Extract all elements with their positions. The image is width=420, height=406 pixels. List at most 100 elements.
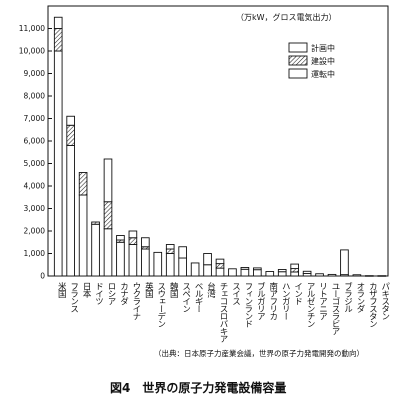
bar-segment-operating: [352, 274, 362, 277]
bar-segment-operating: [178, 257, 187, 277]
bar-segment-construction: [128, 237, 138, 245]
bar-segment-operating: [290, 271, 299, 277]
bar-segment-operating: [190, 262, 200, 277]
bar-segment-planned: [215, 258, 225, 265]
y-tick-label: 2,000: [24, 227, 46, 236]
x-category-label: ブラジル: [342, 281, 352, 313]
y-tick-label: 6,000: [24, 137, 46, 146]
y-tick-label: 7,000: [24, 114, 46, 123]
bar-segment-operating: [365, 275, 374, 277]
x-category-label: フランス: [69, 282, 79, 313]
bar-segment-planned: [178, 246, 187, 259]
bar-segment-construction: [165, 248, 175, 254]
bar-segment-operating: [315, 273, 324, 277]
bar-segment-operating: [377, 275, 387, 277]
x-category-label: 英国: [143, 281, 153, 299]
bar-segment-operating: [327, 273, 337, 277]
bar-segment-planned: [66, 115, 75, 126]
x-category-label: スペイン: [181, 282, 191, 313]
bar-segment-operating: [91, 223, 100, 277]
source-note: （出典：日本原子力産業会議，世界の原子力発電開発の動向）: [154, 348, 364, 358]
bar-segment-planned: [240, 267, 250, 270]
y-tick-label: 10,000: [19, 47, 45, 56]
bar-segment-planned: [128, 230, 138, 239]
figure-title: 図4 世界の原子力発電設備容量: [110, 380, 286, 395]
x-category-label: 南アフリカ: [268, 281, 278, 320]
legend-swatch: [288, 42, 308, 53]
y-tick-label: 8,000: [24, 92, 46, 101]
bar-segment-operating: [228, 268, 237, 277]
y-axis: 0 1,000 2,000 3,000 4,000 5,000 6,000 7,000 8,00…: [19, 24, 52, 281]
x-category-label: ベルギー: [193, 282, 203, 312]
x-category-label: 韓国: [168, 281, 178, 299]
x-category-label: 米国: [56, 281, 66, 299]
y-tick-label: 4,000: [24, 182, 46, 191]
legend-label: 計画中: [311, 43, 335, 53]
bar-segment-operating: [141, 248, 150, 277]
y-tick-label: 3,000: [24, 204, 46, 213]
bar-segment-operating: [153, 251, 163, 277]
y-tick-label: 1,000: [24, 249, 46, 258]
bar-segment-operating: [103, 228, 113, 277]
bar-segment-operating: [215, 267, 225, 277]
bar-segment-operating: [253, 269, 262, 277]
bar-segment-construction: [215, 263, 225, 269]
y-tick-label: 11,000: [19, 24, 45, 33]
x-category-label: ウクライナ: [131, 282, 141, 320]
bar-segment-operating: [116, 241, 125, 277]
bar-segment-operating: [265, 271, 275, 277]
x-category-label: ドイツ: [94, 282, 104, 305]
y-tick-label: 9,000: [24, 69, 46, 78]
x-category-label: カザフスタン: [367, 282, 377, 328]
x-category-label: アルゼンチン: [305, 282, 315, 328]
x-axis-labels: 米国 フランス 日本 ドイツ ロシア カナダ ウクライナ 英国 スウェーデン 韓国 スペイン ベルギー…: [56, 281, 390, 343]
bar-segment-construction: [91, 221, 100, 225]
bar-segment-planned: [116, 235, 125, 241]
bar-segment-construction: [103, 201, 113, 230]
x-category-label: オランダ: [355, 282, 365, 313]
bar-segment-planned: [290, 263, 299, 270]
x-category-label: チェコスロバキア: [218, 282, 228, 343]
bar-segment-construction: [290, 268, 299, 273]
legend-swatch: [288, 68, 308, 79]
x-category-label: 日本: [81, 282, 91, 299]
x-category-label: 台湾: [206, 281, 216, 299]
bar-segment-operating: [203, 264, 212, 277]
bar-segment-operating: [277, 271, 287, 277]
y-tick-label: 5,000: [24, 159, 46, 168]
bar-segment-operating: [128, 244, 138, 277]
bar-segment-construction: [78, 172, 88, 196]
x-category-label: スイス: [230, 282, 240, 305]
y-tick-label: 0: [40, 272, 45, 281]
bar-segment-operating: [78, 194, 88, 277]
bar-segment-planned: [165, 244, 175, 250]
legend-label: 建設中: [311, 56, 335, 66]
unit-note: （万kW，グロス電気出力）: [236, 12, 337, 22]
bars: [53, 16, 387, 277]
bar-segment-operating: [240, 268, 250, 277]
bar-segment-construction: [66, 124, 75, 146]
bar-segment-planned: [302, 270, 312, 274]
bar-segment-planned: [53, 16, 63, 29]
legend-swatch: [288, 55, 308, 66]
bar-segment-planned: [253, 267, 262, 271]
bar-segment-operating: [66, 145, 75, 277]
x-category-label: ハンガリー: [280, 282, 290, 320]
x-category-label: リトアニア: [318, 282, 328, 320]
x-category-label: ユーゴスラビア: [330, 282, 340, 335]
x-category-label: パキスタン: [380, 282, 390, 320]
x-category-label: スウェーデン: [156, 282, 166, 328]
bar-segment-planned: [340, 249, 349, 276]
bar-segment-planned: [141, 237, 150, 248]
bar-segment-planned: [203, 253, 212, 266]
bar-segment-planned: [103, 158, 113, 203]
x-category-label: ブルガリア: [255, 281, 265, 320]
x-category-label: カナダ: [118, 282, 128, 305]
bar-segment-operating: [165, 253, 175, 277]
bar-segment-operating: [53, 50, 63, 277]
bar-segment-construction: [53, 28, 63, 52]
legend-label: 運転中: [311, 69, 335, 79]
bar-segment-planned: [277, 269, 287, 273]
